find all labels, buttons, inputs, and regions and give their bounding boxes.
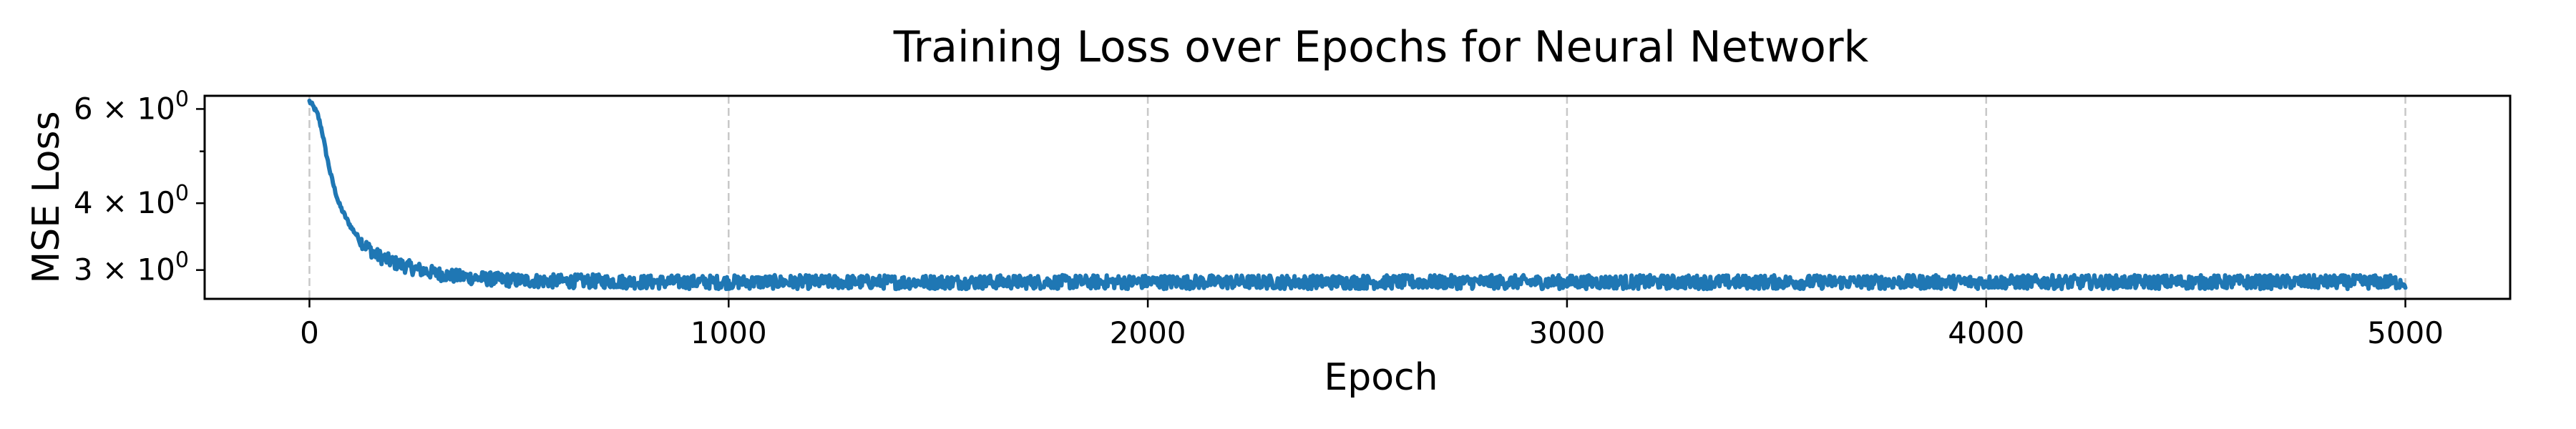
- x-tick-label: 3000: [1528, 315, 1605, 350]
- x-tick-label: 2000: [1110, 315, 1186, 350]
- x-tick-label: 0: [300, 315, 319, 350]
- chart-title: Training Loss over Epochs for Neural Net…: [893, 22, 1869, 72]
- y-axis-label: MSE Loss: [25, 111, 68, 283]
- x-axis-ticks: 0 1000 2000 3000 4000 5000: [300, 299, 2444, 350]
- loss-series-line: [307, 98, 2408, 292]
- y-tick-label: 6 × 100: [74, 87, 189, 126]
- y-tick-label: 3 × 100: [74, 248, 189, 287]
- plot-frame: [203, 94, 2512, 300]
- x-axis-label: Epoch: [1324, 356, 1438, 399]
- x-tick-label: 4000: [1948, 315, 2024, 350]
- x-tick-label: 1000: [691, 315, 767, 350]
- y-axis-ticks: 3 × 100 4 × 100 6 × 100: [74, 87, 205, 287]
- x-gridlines: [308, 96, 2406, 299]
- x-tick-label: 5000: [2367, 315, 2444, 350]
- y-tick-label: 4 × 100: [74, 181, 189, 220]
